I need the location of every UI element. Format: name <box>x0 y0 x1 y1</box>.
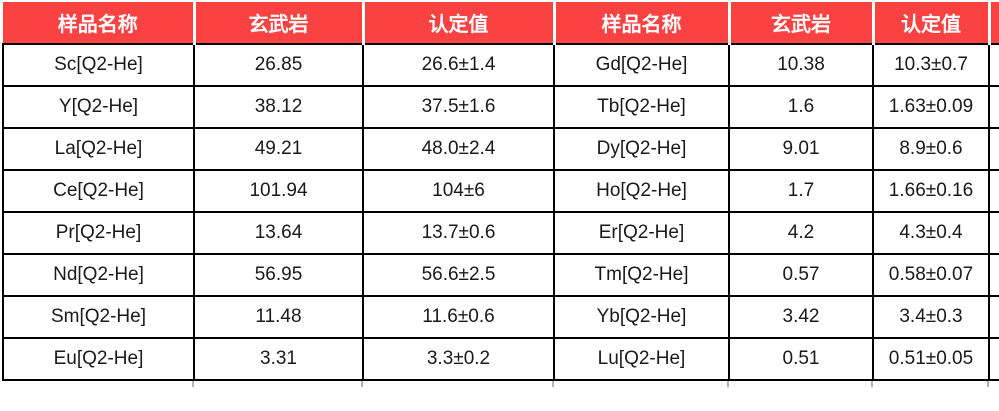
header-sample-name-right[interactable]: 样品名称 <box>552 2 731 45</box>
cell-certified-value[interactable]: 0.58±0.07 <box>872 253 990 297</box>
table-row: Ce[Q2-He] 101.94 104±6 Ho[Q2-He] 1.7 1.6… <box>2 169 999 213</box>
cell-certified-value[interactable]: 8.9±0.6 <box>872 127 990 171</box>
cell-certified-value[interactable]: 56.6±2.5 <box>362 253 555 297</box>
cropped-next-column-cell <box>988 295 999 339</box>
cropped-next-column-cell <box>988 169 999 213</box>
reference-values-table: 样品名称 玄武岩 认定值 样品名称 玄武岩 认定值 Sc[Q2-He] 26.8… <box>2 2 999 381</box>
cell-basalt-value[interactable]: 11.48 <box>193 295 364 339</box>
cropped-next-column-cell <box>988 211 999 255</box>
cell-certified-value[interactable]: 3.3±0.2 <box>362 337 555 381</box>
header-sample-name-left[interactable]: 样品名称 <box>3 2 196 45</box>
cell-certified-value[interactable]: 10.3±0.7 <box>872 43 990 87</box>
cell-certified-value[interactable]: 11.6±0.6 <box>362 295 555 339</box>
header-certified-value-right[interactable]: 认定值 <box>871 2 991 45</box>
cell-certified-value[interactable]: 26.6±1.4 <box>362 43 555 87</box>
cropped-next-column-cell <box>988 337 999 381</box>
cell-sample-name[interactable]: Dy[Q2-He] <box>553 127 730 171</box>
cell-certified-value[interactable]: 104±6 <box>362 169 555 213</box>
header-basalt-right[interactable]: 玄武岩 <box>727 2 875 45</box>
cell-basalt-value[interactable]: 10.38 <box>728 43 874 87</box>
cell-certified-value[interactable]: 0.51±0.05 <box>872 337 990 381</box>
gridline-stub <box>361 381 363 387</box>
cell-certified-value[interactable]: 13.7±0.6 <box>362 211 555 255</box>
cell-basalt-value[interactable]: 0.51 <box>728 337 874 381</box>
header-certified-value-left[interactable]: 认定值 <box>361 2 556 45</box>
cell-basalt-value[interactable]: 101.94 <box>193 169 364 213</box>
table-row: Sc[Q2-He] 26.85 26.6±1.4 Gd[Q2-He] 10.38… <box>2 43 999 87</box>
cell-sample-name[interactable]: Yb[Q2-He] <box>553 295 730 339</box>
table-row: Y[Q2-He] 38.12 37.5±1.6 Tb[Q2-He] 1.6 1.… <box>2 85 999 129</box>
table-row: La[Q2-He] 49.21 48.0±2.4 Dy[Q2-He] 9.01 … <box>2 127 999 171</box>
cell-basalt-value[interactable]: 1.6 <box>728 85 874 129</box>
cell-basalt-value[interactable]: 3.31 <box>193 337 364 381</box>
cell-basalt-value[interactable]: 9.01 <box>728 127 874 171</box>
cell-sample-name[interactable]: Eu[Q2-He] <box>2 337 195 381</box>
table-row: Nd[Q2-He] 56.95 56.6±2.5 Tm[Q2-He] 0.57 … <box>2 253 999 297</box>
header-basalt-left[interactable]: 玄武岩 <box>192 2 365 45</box>
cell-certified-value[interactable]: 1.63±0.09 <box>872 85 990 129</box>
cropped-next-column-cell <box>988 85 999 129</box>
cell-basalt-value[interactable]: 26.85 <box>193 43 364 87</box>
table-row: Sm[Q2-He] 11.48 11.6±0.6 Yb[Q2-He] 3.42 … <box>2 295 999 339</box>
table-row: Eu[Q2-He] 3.31 3.3±0.2 Lu[Q2-He] 0.51 0.… <box>2 337 999 381</box>
cell-sample-name[interactable]: Tm[Q2-He] <box>553 253 730 297</box>
cell-certified-value[interactable]: 1.66±0.16 <box>872 169 990 213</box>
cropped-next-row-strip <box>2 381 999 388</box>
cell-basalt-value[interactable]: 56.95 <box>193 253 364 297</box>
cell-certified-value[interactable]: 37.5±1.6 <box>362 85 555 129</box>
gridline-stub <box>871 381 873 387</box>
cell-certified-value[interactable]: 4.3±0.4 <box>872 211 990 255</box>
cropped-next-column-cell <box>988 127 999 171</box>
cell-basalt-value[interactable]: 1.7 <box>728 169 874 213</box>
table-row: Pr[Q2-He] 13.64 13.7±0.6 Er[Q2-He] 4.2 4… <box>2 211 999 255</box>
cell-basalt-value[interactable]: 3.42 <box>728 295 874 339</box>
cell-sample-name[interactable]: Pr[Q2-He] <box>2 211 195 255</box>
cell-basalt-value[interactable]: 38.12 <box>193 85 364 129</box>
cell-certified-value[interactable]: 3.4±0.3 <box>872 295 990 339</box>
cell-sample-name[interactable]: Tb[Q2-He] <box>553 85 730 129</box>
cell-sample-name[interactable]: Lu[Q2-He] <box>553 337 730 381</box>
cell-sample-name[interactable]: Ce[Q2-He] <box>2 169 195 213</box>
gridline-stub <box>552 381 554 387</box>
cell-basalt-value[interactable]: 4.2 <box>728 211 874 255</box>
cell-sample-name[interactable]: La[Q2-He] <box>2 127 195 171</box>
cell-basalt-value[interactable]: 0.57 <box>728 253 874 297</box>
cell-basalt-value[interactable]: 13.64 <box>193 211 364 255</box>
gridline-stub <box>727 381 729 387</box>
cropped-next-column-cell <box>988 43 999 87</box>
cropped-next-column-header <box>987 2 999 45</box>
table-header-row: 样品名称 玄武岩 认定值 样品名称 玄武岩 认定值 <box>3 2 999 45</box>
gridline-stub <box>192 381 194 387</box>
cell-sample-name[interactable]: Gd[Q2-He] <box>553 43 730 87</box>
cell-sample-name[interactable]: Sm[Q2-He] <box>2 295 195 339</box>
gridline-stub <box>987 381 989 387</box>
cell-sample-name[interactable]: Y[Q2-He] <box>2 85 195 129</box>
cell-sample-name[interactable]: Nd[Q2-He] <box>2 253 195 297</box>
cell-certified-value[interactable]: 48.0±2.4 <box>362 127 555 171</box>
cell-sample-name[interactable]: Sc[Q2-He] <box>2 43 195 87</box>
cell-sample-name[interactable]: Er[Q2-He] <box>553 211 730 255</box>
cropped-next-column-cell <box>988 253 999 297</box>
cell-sample-name[interactable]: Ho[Q2-He] <box>553 169 730 213</box>
cell-basalt-value[interactable]: 49.21 <box>193 127 364 171</box>
